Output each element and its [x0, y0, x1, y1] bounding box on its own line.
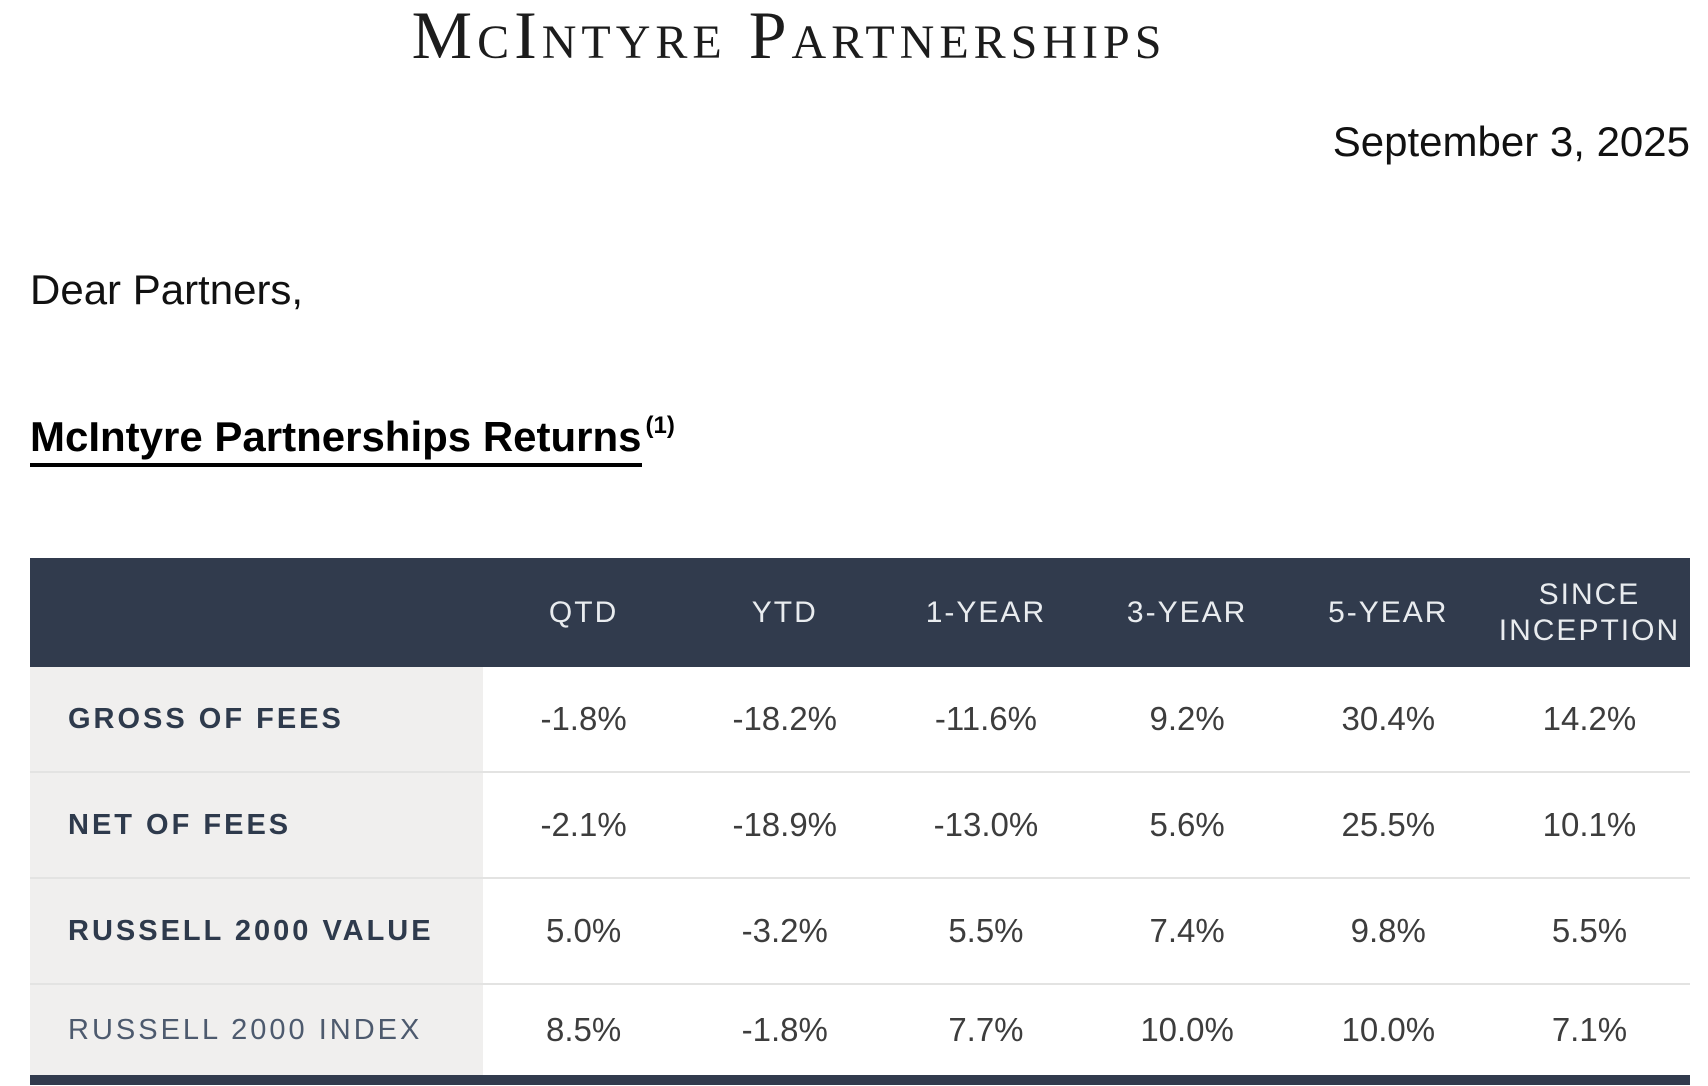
letter-date: September 3, 2025: [1332, 118, 1690, 165]
table-row-net-of-fees: NET OF FEES -2.1% -18.9% -13.0% 5.6% 25.…: [30, 771, 1690, 877]
column-header-ytd: YTD: [751, 595, 818, 629]
returns-table-header-row: QTD YTD 1-YEAR 3-YEAR 5-YEAR SINCE INCEP…: [30, 558, 1690, 667]
value-cell: 7.1%: [1551, 1011, 1628, 1048]
value-cell: -13.0%: [933, 806, 1039, 843]
value-cell: 10.0%: [1341, 1011, 1436, 1048]
row-label: GROSS OF FEES: [30, 667, 483, 771]
value-cell: 9.2%: [1149, 700, 1225, 737]
column-header-5-year: 5-YEAR: [1328, 595, 1449, 629]
column-header-since-inception: SINCE INCEPTION: [1498, 577, 1681, 647]
value-cell: 5.6%: [1149, 806, 1225, 843]
value-cell: 25.5%: [1341, 806, 1436, 843]
returns-table: QTD YTD 1-YEAR 3-YEAR 5-YEAR SINCE INCEP…: [30, 558, 1690, 1085]
value-cell: 9.8%: [1350, 912, 1426, 949]
value-cell: 10.1%: [1542, 806, 1637, 843]
value-cell: -1.8%: [540, 700, 627, 737]
value-cell: 10.0%: [1140, 1011, 1234, 1048]
value-cell: -1.8%: [741, 1011, 828, 1048]
section-heading-text: McIntyre Partnerships Returns: [30, 413, 642, 467]
column-header-3-year: 3-YEAR: [1126, 595, 1248, 629]
value-cell: 8.5%: [545, 1011, 622, 1048]
value-cell: -3.2%: [741, 912, 828, 949]
salutation: Dear Partners,: [30, 266, 304, 313]
section-heading: McIntyre Partnerships Returns (1): [30, 412, 675, 467]
value-cell: 5.5%: [1551, 912, 1628, 949]
column-header-qtd: QTD: [548, 595, 619, 629]
value-cell: -18.9%: [732, 806, 838, 843]
table-row-russell-2000-index: RUSSELL 2000 INDEX 8.5% -1.8% 7.7% 10.0%…: [30, 983, 1690, 1075]
row-label: RUSSELL 2000 VALUE: [30, 879, 483, 983]
value-cell: 30.4%: [1341, 700, 1436, 737]
row-label: NET OF FEES: [30, 773, 483, 877]
column-header-1-year: 1-YEAR: [925, 595, 1047, 629]
value-cell: 7.7%: [948, 1011, 1024, 1048]
value-cell: -2.1%: [540, 806, 627, 843]
company-title: McIntyre Partnerships: [411, 0, 1167, 73]
table-row-russell-2000-value: RUSSELL 2000 VALUE 5.0% -3.2% 5.5% 7.4% …: [30, 877, 1690, 983]
value-cell: 5.0%: [545, 912, 622, 949]
value-cell: 14.2%: [1542, 700, 1637, 737]
table-row-gross-of-fees: GROSS OF FEES -1.8% -18.2% -11.6% 9.2% 3…: [30, 667, 1690, 771]
footnote-marker: (1): [645, 412, 675, 439]
value-cell: -18.2%: [732, 700, 838, 737]
value-cell: 5.5%: [948, 912, 1024, 949]
value-cell: 7.4%: [1149, 912, 1225, 949]
row-label: RUSSELL 2000 INDEX: [30, 985, 483, 1075]
value-cell: -11.6%: [934, 700, 1037, 737]
